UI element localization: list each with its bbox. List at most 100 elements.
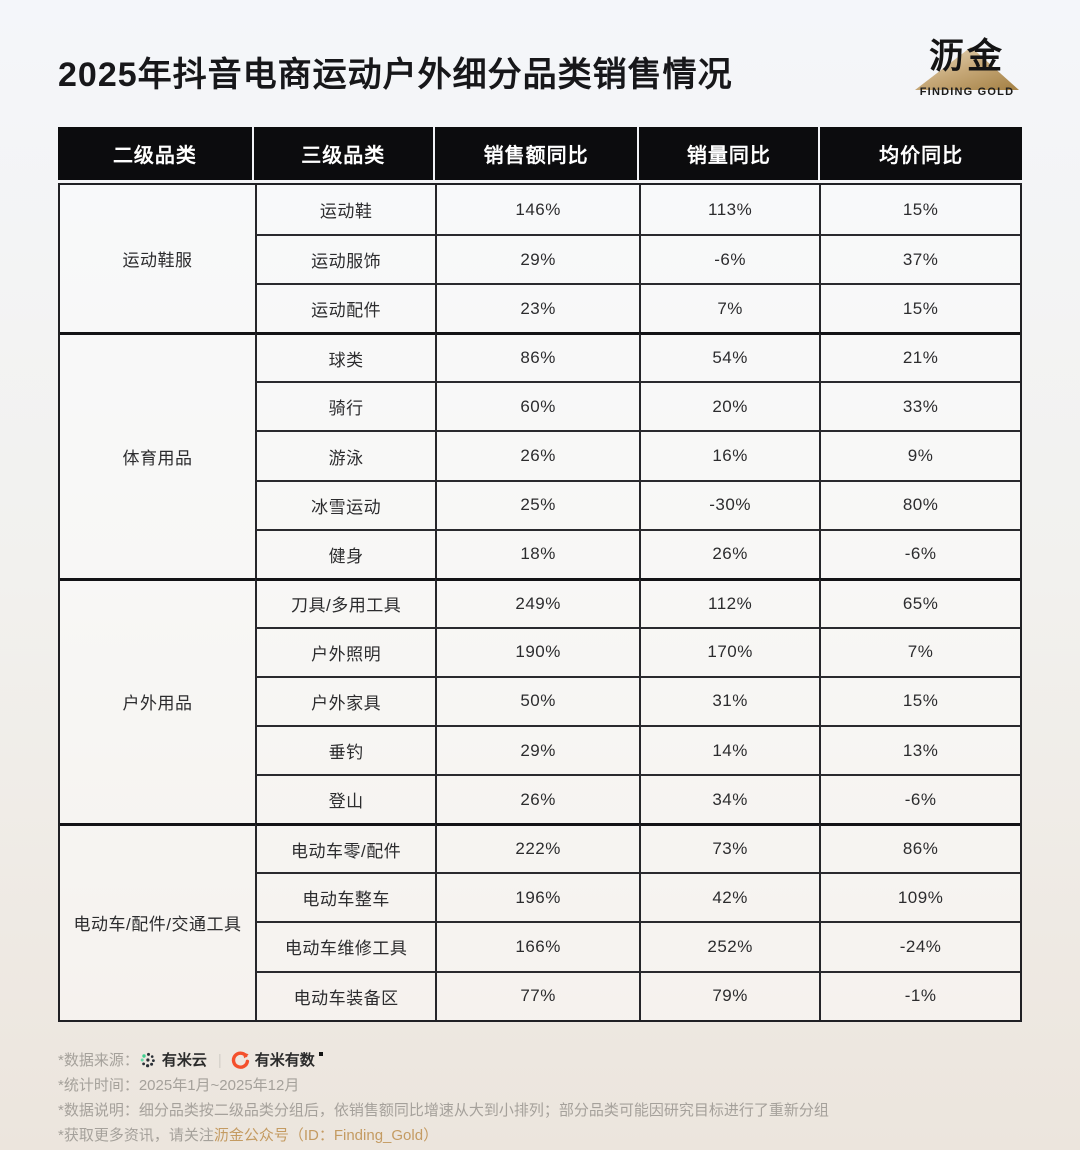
youmiyun-label: 有米云 [161,1051,207,1069]
page-title: 2025年抖音电商运动户外细分品类销售情况 [58,56,733,94]
subcategory-cell: 电动车整车 [255,872,436,922]
table-body: 运动鞋服 运动鞋 146% 113% 15% 运动服饰 29% -6% 37% 运动配件 23% 7%… [58,183,1022,1022]
subcategory-cell: 电动车零/配件 [255,823,436,873]
price-yoy-cell: -24% [819,921,1020,971]
subcategory-cell: 刀具/多用工具 [255,577,436,627]
title-row: 2025年抖音电商运动户外细分品类销售情况 沥金 FINDING GOLD [58,37,1022,127]
price-yoy-cell: 15% [819,675,1020,726]
volume-yoy-cell: 20% [639,381,820,431]
subcategory-cell: 户外家具 [255,675,436,726]
trademark-dot [318,1052,323,1057]
volume-yoy-cell: 113% [639,185,819,235]
sales-yoy-cell: 249% [435,577,640,627]
subcategory-cell: 骑行 [255,381,436,431]
sales-yoy-cell: 222% [435,823,640,873]
price-yoy-cell: 80% [819,479,1020,529]
subcategory-cell: 冰雪运动 [255,479,436,529]
volume-yoy-cell: 14% [639,725,820,775]
volume-yoy-cell: -30% [639,479,820,529]
price-yoy-cell: 37% [819,234,1020,284]
sales-yoy-cell: 77% [435,970,640,1020]
price-yoy-cell: 7% [819,626,1020,676]
category-cell: 运动鞋服 [122,251,193,271]
category-cell: 体育用品 [60,332,256,577]
volume-yoy-cell: 31% [639,675,820,726]
sales-table: 二级品类 三级品类 销售额同比 销量同比 均价同比 运动鞋服 运动鞋 146% 113% 15%… [58,127,1022,1022]
subcategory-cell: 游泳 [255,430,436,480]
sales-yoy-cell: 50% [435,675,640,726]
volume-yoy-cell: 16% [639,430,820,480]
subcategory-cell: 户外照明 [255,626,436,676]
price-yoy-cell: 13% [819,725,1020,775]
column-header-3: 销量同比 [639,127,821,180]
stat-period-line: *统计时间：2025年1月~2025年12月 [58,1076,300,1094]
sales-yoy-cell: 190% [435,626,640,676]
volume-yoy-cell: 170% [639,626,820,676]
more-info-prefix: *获取更多资讯，请关注 [58,1126,214,1144]
volume-yoy-cell: 252% [639,921,820,971]
volume-yoy-cell: 79% [639,970,820,1020]
table-header-row: 二级品类 三级品类 销售额同比 销量同比 均价同比 [58,127,1022,180]
sales-yoy-cell: 29% [435,725,640,775]
sales-yoy-cell: 60% [435,381,640,431]
price-yoy-cell: -6% [819,528,1020,578]
subcategory-cell: 电动车维修工具 [255,921,436,971]
column-header-0: 二级品类 [58,127,254,180]
logo-name: 沥金 [928,37,1005,76]
price-yoy-cell: -1% [819,970,1020,1020]
sales-yoy-cell: 29% [435,234,640,284]
price-yoy-cell: 15% [819,283,1020,333]
sales-yoy-cell: 18% [435,528,640,578]
column-header-1: 三级品类 [253,127,435,180]
subcategory-cell: 垂钓 [255,725,436,775]
subcategory-cell: 电动车装备区 [255,970,436,1020]
price-yoy-cell: 86% [819,823,1020,873]
finding-gold-logo: 沥金 FINDING GOLD [912,36,1022,104]
volume-yoy-cell: -6% [639,234,820,284]
logo-subtitle: FINDING GOLD [919,86,1015,98]
price-yoy-cell: -6% [819,774,1020,824]
price-yoy-cell: 9% [819,430,1020,480]
sales-yoy-cell: 196% [435,872,640,922]
price-yoy-cell: 33% [819,381,1020,431]
volume-yoy-cell: 7% [639,283,820,333]
subcategory-cell: 运动服饰 [255,234,436,284]
price-yoy-cell: 21% [819,332,1020,382]
sales-yoy-cell: 146% [435,185,639,235]
volume-yoy-cell: 54% [639,332,820,382]
more-info-line: *获取更多资讯，请关注 沥金公众号（ID：Finding_Gold） [58,1123,1022,1148]
youmiyoushu-icon [231,1051,249,1069]
price-yoy-cell: 65% [819,577,1020,627]
youmiyun-icon [140,1052,155,1068]
data-note-line: *数据说明：细分品类按二级品类分组后，依销售额同比增速从大到小排列；部分品类可能… [58,1101,829,1119]
category-cell: 户外用品 [60,577,256,823]
youmiyoushu-label: 有米有数 [254,1051,315,1069]
category-cell: 电动车/配件/交通工具 [60,823,256,1019]
gold-triangle-icon [915,47,1019,90]
column-header-2: 销售额同比 [434,127,640,180]
column-header-4: 均价同比 [820,127,1022,180]
subcategory-cell: 运动配件 [255,283,436,333]
volume-yoy-cell: 42% [639,872,820,922]
sales-yoy-cell: 26% [435,430,640,480]
subcategory-cell: 球类 [255,332,436,382]
sales-yoy-cell: 23% [435,283,640,333]
volume-yoy-cell: 73% [639,823,820,873]
sales-yoy-cell: 25% [435,479,640,529]
volume-yoy-cell: 26% [639,528,820,578]
footer-notes: *数据来源： 有米云 | 有米有数 *统计时间：2025年1月~2025年12 [58,1048,1022,1148]
wechat-account-label: 沥金公众号（ID：Finding_Gold） [213,1126,439,1144]
volume-yoy-cell: 112% [639,577,820,627]
subcategory-cell: 健身 [255,528,436,578]
source-divider: | [217,1051,222,1069]
data-source-line: *数据来源： 有米云 | 有米有数 [58,1048,1022,1073]
sales-yoy-cell: 26% [435,774,640,824]
volume-yoy-cell: 34% [639,774,820,824]
sales-yoy-cell: 86% [435,332,640,382]
data-source-label: *数据来源： [58,1051,139,1069]
subcategory-cell: 运动鞋 [255,185,435,235]
price-yoy-cell: 109% [819,872,1020,922]
price-yoy-cell: 15% [819,185,1020,235]
sales-yoy-cell: 166% [435,921,640,971]
